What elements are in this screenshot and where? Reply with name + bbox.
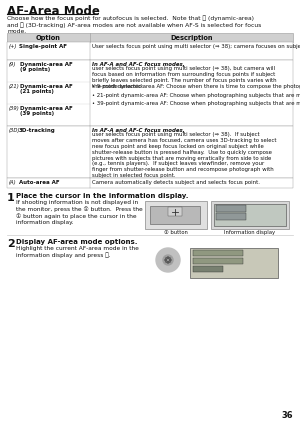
Text: user selects focus point using multi selector (⇒ 38), but camera will
focus base: user selects focus point using multi sel… [92,66,277,89]
Text: Information display: Information display [224,230,276,235]
Bar [7,42,293,60]
Text: • 21-point dynamic-area AF: Choose when photographing subjects that are moving u: • 21-point dynamic-area AF: Choose when … [92,93,300,97]
Text: • 9-point dynamic-area AF: Choose when there is time to compose the photograph o: • 9-point dynamic-area AF: Choose when t… [92,84,300,89]
Text: user selects focus point using multi selector (⇒ 38).  If subject
moves after ca: user selects focus point using multi sel… [92,132,277,178]
Bar [214,204,286,226]
Bar [211,201,289,229]
Bar [145,201,207,229]
Text: Description: Description [170,34,213,40]
Text: If shooting information is not displayed in
the monitor, press the ① button.  Pr: If shooting information is not displayed… [16,200,143,225]
Text: 3D-tracking: 3D-tracking [19,128,56,133]
Text: Option: Option [36,34,61,40]
Text: Highlight the current AF-area mode in the
information display and press Ⓧ.: Highlight the current AF-area mode in th… [16,246,139,258]
Bar [216,213,246,220]
Text: Single-point AF: Single-point AF [19,43,67,48]
Circle shape [156,248,180,272]
Bar [193,266,223,272]
Text: (A): (A) [9,179,16,184]
Text: Place the cursor in the information display.: Place the cursor in the information disp… [16,193,188,199]
Text: (+): (+) [9,43,17,48]
Text: Dynamic-area AF
(39 points): Dynamic-area AF (39 points) [20,105,73,116]
Bar [7,178,293,188]
Text: Camera automatically detects subject and selects focus point.: Camera automatically detects subject and… [92,179,260,184]
Text: 1: 1 [7,193,15,203]
Bar [168,207,182,216]
Text: 36: 36 [281,411,293,420]
Bar [7,126,293,178]
Bar [190,248,278,278]
Text: In AF-A and AF-C focus modes,: In AF-A and AF-C focus modes, [92,62,185,66]
Text: Dynamic-area AF
(9 points): Dynamic-area AF (9 points) [20,62,73,72]
Text: Auto-area AF: Auto-area AF [19,179,60,184]
Bar [150,206,200,224]
Bar [7,60,293,126]
Text: (9): (9) [9,62,16,66]
Text: (39): (39) [9,105,20,111]
Text: ① button: ① button [164,230,188,235]
Bar [216,205,246,212]
Text: • 39-point dynamic-area AF: Choose when photographing subjects that are moving q: • 39-point dynamic-area AF: Choose when … [92,101,300,106]
Bar [7,33,293,42]
Text: AF-Area Mode: AF-Area Mode [7,5,100,18]
Text: 2: 2 [7,239,15,249]
Text: Display AF-area mode options.: Display AF-area mode options. [16,239,137,245]
Text: In AF-A and AF-C focus modes,: In AF-A and AF-C focus modes, [92,128,185,133]
Text: Choose how the focus point for autofocus is selected.  Note that Ⓓ (dynamic-area: Choose how the focus point for autofocus… [7,15,261,34]
Circle shape [163,255,173,265]
Text: Dynamic-area AF
(21 points): Dynamic-area AF (21 points) [20,83,73,94]
Text: User selects focus point using multi selector (⇒ 38); camera focuses on subject : User selects focus point using multi sel… [92,43,300,48]
Text: (3D): (3D) [9,128,20,133]
Bar [193,258,243,264]
Text: (21): (21) [9,83,20,88]
Bar [193,250,243,256]
